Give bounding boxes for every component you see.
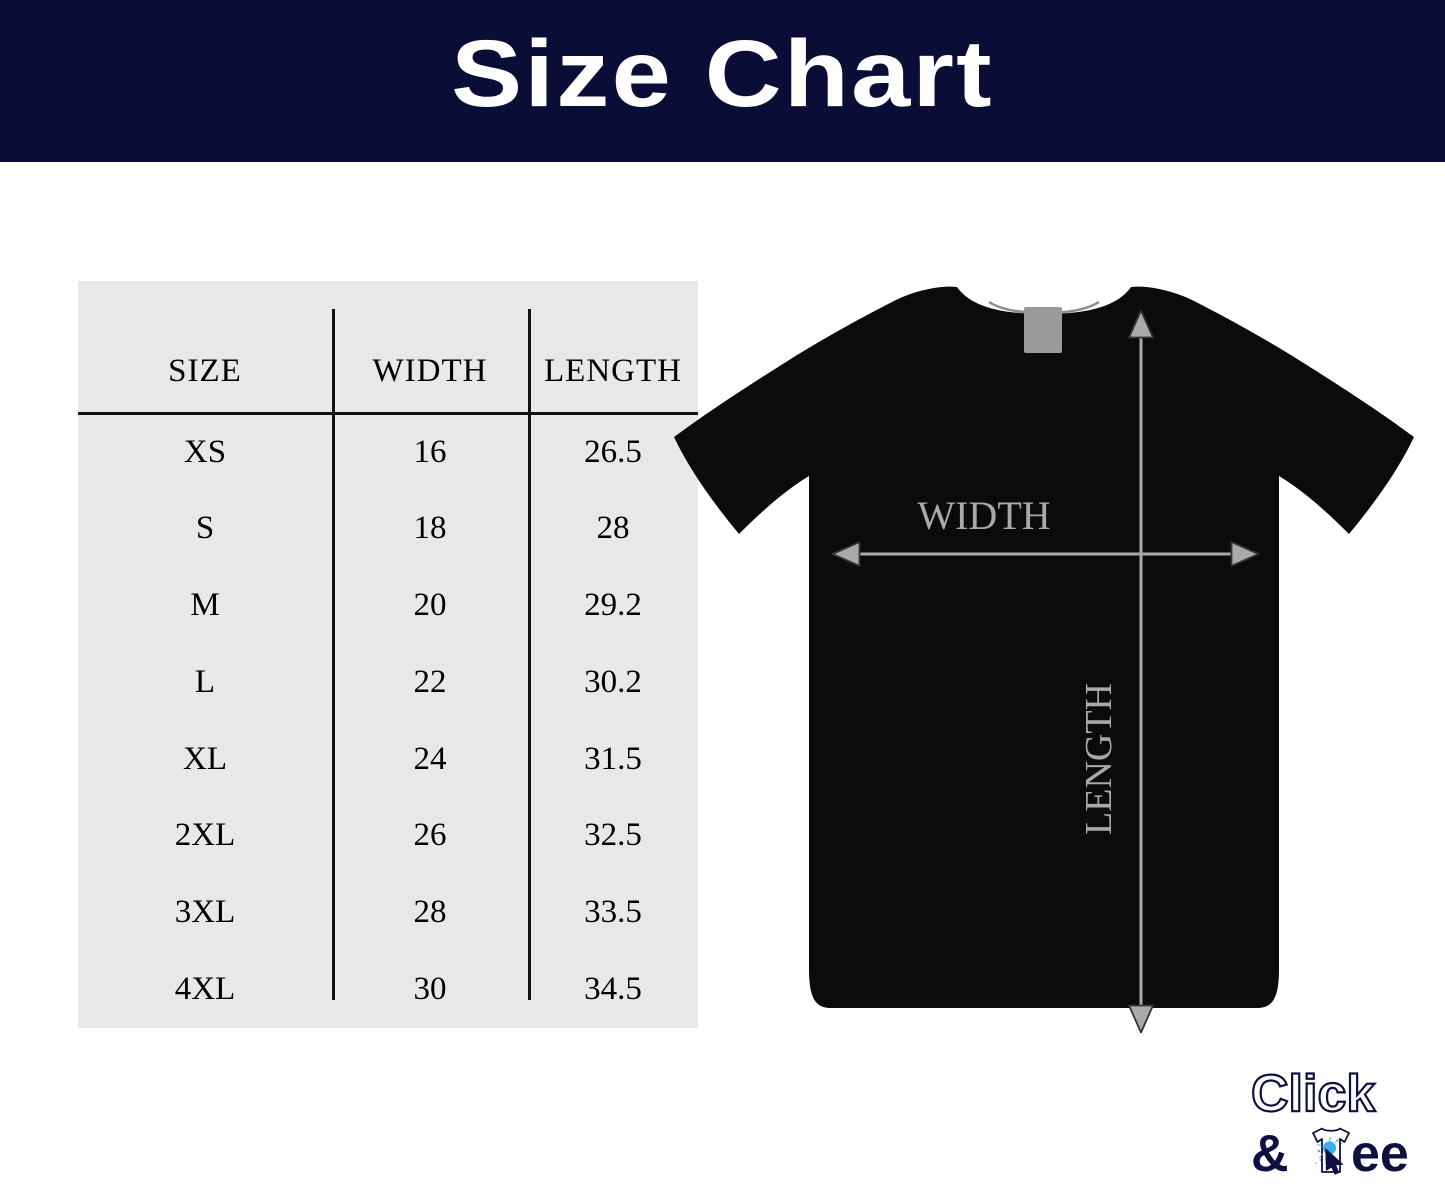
svg-text:LENGTH: LENGTH [1078,683,1120,835]
svg-text:ee: ee [1351,1125,1409,1181]
svg-text:WIDTH: WIDTH [917,493,1050,538]
svg-text:Click: Click [1251,1065,1375,1123]
svg-text:&: & [1251,1125,1289,1181]
